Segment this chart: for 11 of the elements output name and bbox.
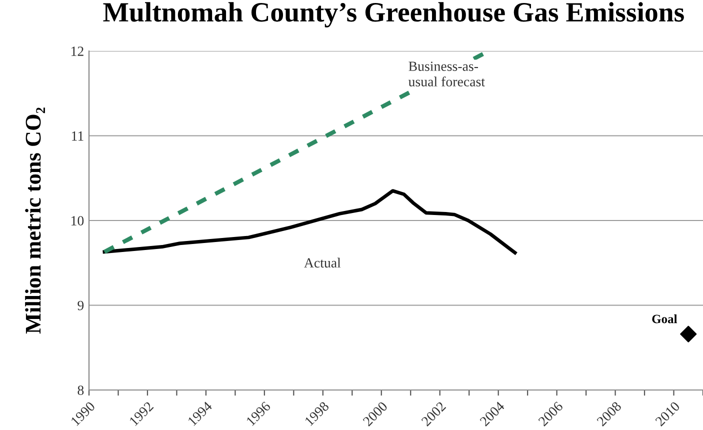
y-tick-label: 9 bbox=[78, 300, 84, 310]
line-series bbox=[102, 189, 517, 254]
y-tick-label: 8 bbox=[78, 386, 84, 395]
chart-title: Multnomah County’s Greenhouse Gas Emissions bbox=[103, 2, 684, 28]
y-tick-label: 12 bbox=[71, 46, 84, 56]
series-label: Goal bbox=[652, 314, 678, 324]
y-tick-label: 10 bbox=[71, 216, 84, 226]
y-tick-label: 11 bbox=[72, 131, 84, 141]
series-label: Business-as- usual forecast bbox=[408, 62, 485, 86]
y-axis-title: Million metric tons CO₂ bbox=[25, 108, 45, 334]
text: Actual bbox=[304, 258, 341, 268]
